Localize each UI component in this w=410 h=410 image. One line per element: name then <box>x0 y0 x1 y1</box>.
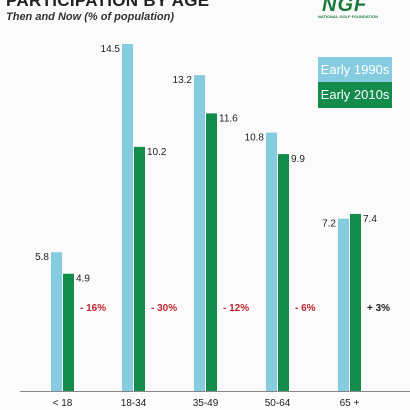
change-label: - 12% <box>223 303 249 314</box>
bar-early-2010s <box>278 154 289 391</box>
chart-title: PARTICIPATION BY AGE <box>6 0 210 10</box>
x-tick-label: < 18 <box>53 398 73 409</box>
bar-early-2010s <box>350 213 361 391</box>
data-label: 10.8 <box>245 133 265 144</box>
data-label: 14.5 <box>101 44 121 55</box>
change-label: - 30% <box>151 303 177 314</box>
change-label: + 3% <box>367 303 390 314</box>
data-label: 13.2 <box>173 75 193 86</box>
data-label: 7.4 <box>363 214 377 225</box>
data-label: 10.2 <box>147 147 167 158</box>
x-tick-label: 35-49 <box>193 398 219 409</box>
x-tick-label: 65 + <box>340 398 360 409</box>
bar-early-2010s <box>63 273 74 391</box>
bar-early-1990s <box>338 218 349 391</box>
data-label: 5.8 <box>35 252 49 263</box>
logo-mark: NGF <box>322 0 368 16</box>
bar-early-2010s <box>206 113 217 392</box>
logo-subtext: NATIONAL GOLF FOUNDATION <box>318 14 378 19</box>
ngf-logo: NGF NATIONAL GOLF FOUNDATION <box>318 0 388 22</box>
bar-early-1990s <box>194 75 205 391</box>
legend-early-2010s: Early 2010s <box>318 82 392 108</box>
legend-early-1990s: Early 1990s <box>318 57 392 83</box>
change-label: - 6% <box>295 303 316 314</box>
data-label: 9.9 <box>291 154 305 165</box>
x-tick-label: 50-64 <box>265 398 291 409</box>
bar-early-2010s <box>134 146 145 391</box>
bar-early-1990s <box>266 132 277 391</box>
bar-early-1990s <box>51 252 62 391</box>
bar-early-1990s <box>122 44 133 391</box>
data-label: 11.6 <box>219 113 238 124</box>
chart-subtitle: Then and Now (% of population) <box>6 11 175 23</box>
data-label: 7.2 <box>322 219 336 230</box>
data-label: 4.9 <box>76 274 90 285</box>
change-label: - 16% <box>80 303 106 314</box>
x-tick-label: 18-34 <box>121 398 147 409</box>
